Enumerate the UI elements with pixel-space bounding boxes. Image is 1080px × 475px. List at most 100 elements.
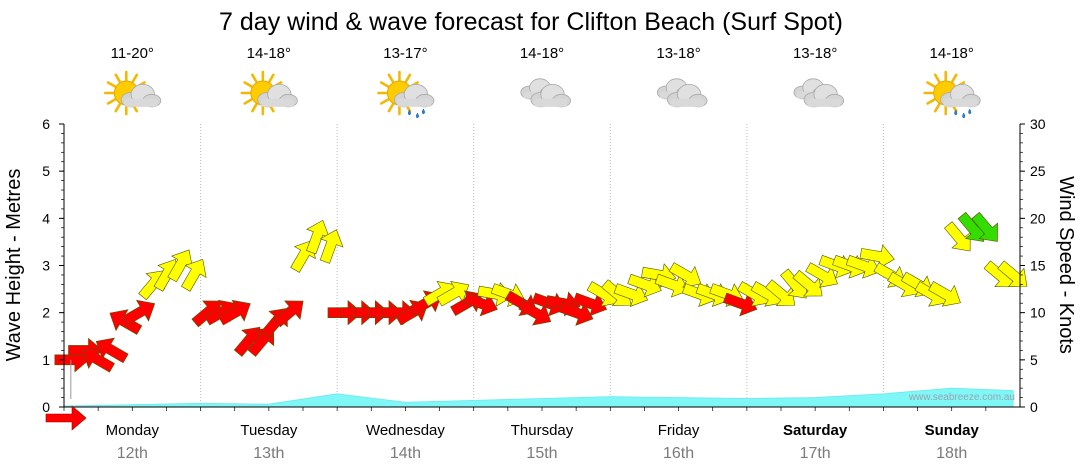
chart-title: 7 day wind & wave forecast for Clifton B… [219,8,843,36]
y-tick-label-right: 10 [1030,305,1046,321]
wind-arrow-shape [122,299,156,326]
cloud-icon [656,78,708,108]
wind-arrow-shape [82,347,115,373]
wind-arrow [463,292,498,317]
wind-arrow-shape [792,269,823,297]
wind-arrow [765,279,796,306]
y-tick-label-right: 5 [1030,352,1038,368]
wind-arrow [792,269,823,297]
day-temperature-label: 14-18° [247,45,291,62]
rain-drop [954,109,958,116]
sun-ray [404,73,412,84]
day-name-label: Saturday [783,422,848,439]
cloud-base [397,98,432,107]
wind-arrow [518,299,552,326]
wind-arrow-shape [167,249,193,283]
rain-drop [415,112,419,119]
wind-arrow [654,273,690,298]
wind-arrow-shape [654,273,690,298]
wind-arrow [845,254,881,279]
sun-ray [243,98,253,105]
wind-arrow-shape [613,283,649,307]
day-name-label: Friday [658,422,700,439]
y-tick-label-right: 0 [1030,399,1038,415]
day-date-label: 13th [253,445,284,462]
sun-ray [268,73,275,84]
sun-cloud-icon [240,70,298,116]
y-tick-label-left: 6 [42,116,50,132]
sun-cloud-icon [103,70,162,116]
wind-arrow [613,283,649,307]
day-date-label: 17th [800,445,831,462]
sun-ray [926,81,936,88]
sun-ray [379,98,390,105]
wind-arrow [167,249,193,283]
wind-arrow-shape [319,229,344,264]
wind-arrow [82,347,115,373]
cloud-icon [793,78,845,108]
wind-arrow [722,292,758,317]
day-date-label: 16th [663,445,694,462]
axes: 0 1 2 3 4 5 6 0 5 10 15 20 25 30 [42,116,1046,415]
sun-ray [251,73,258,84]
cloud-icon [520,78,571,108]
y-tick-label-left: 3 [42,258,50,274]
sun-ray [251,102,258,113]
wind-arrow-shape [273,300,304,328]
wind-arrow-shape [859,244,895,270]
wind-arrow-shape [518,299,552,326]
wind-arrow [319,229,344,264]
wave-height-area [63,387,1014,408]
wind-arrow-shape [572,292,608,317]
sun-ray [243,81,253,88]
sun-ray [387,73,395,84]
wind-arrow [95,337,129,364]
day-date-label: 15th [526,445,557,462]
wind-arrow-shape [928,281,961,307]
cloud-base [533,98,568,107]
sun-ray [106,81,117,88]
wind-arrow-shape [217,299,251,326]
day-name-label: Wednesday [366,422,445,439]
day-name-label: Tuesday [240,422,297,439]
sun-ray [114,102,122,113]
y-tick-label-right: 20 [1030,210,1046,226]
wind-arrow-shape [971,211,998,242]
cloud-base [260,98,295,107]
wind-arrow-shape [463,292,498,317]
wind-arrow-shape [944,221,971,252]
wind-arrow [217,299,251,326]
day-date-label: 14th [390,445,421,462]
wind-arrows [54,211,1028,399]
day-temperature-label: 14-18° [520,45,564,62]
wind-arrow-shape [181,258,207,292]
sun-ray [379,81,390,88]
wind-arrow-shape [722,292,758,317]
y-tick-label-left: 1 [42,352,50,368]
y-tick-label-left: 4 [42,210,50,226]
wind-arrow [944,221,971,252]
wind-arrow [559,302,594,326]
y-tick-label-left: 2 [42,305,50,321]
wind-arrow-shape [845,254,881,279]
sun-ray [950,73,958,84]
day-temperature-label: 11-20° [111,45,154,62]
wind-arrow [306,219,330,255]
y-tick-label-left: 0 [42,399,50,415]
wind-arrow-shape [95,337,129,364]
rain-drop [421,108,425,115]
y-tick-label-left: 5 [42,163,50,179]
y-axis-left-label: Wave Height - Metres [3,169,25,362]
wind-arrow [859,244,895,270]
wind-arrow [572,292,608,317]
sun-ray [106,98,117,105]
day-name-label: Sunday [925,422,980,439]
day-temperature-label: 13-18° [793,45,837,62]
wind-direction-legend-arrow [45,405,87,431]
wind-arrow-shape [805,262,838,288]
sun-ray [387,102,395,113]
y-tick-label-right: 25 [1030,163,1046,179]
y-tick-label-right: 15 [1030,258,1046,274]
cloud-base [123,98,159,107]
